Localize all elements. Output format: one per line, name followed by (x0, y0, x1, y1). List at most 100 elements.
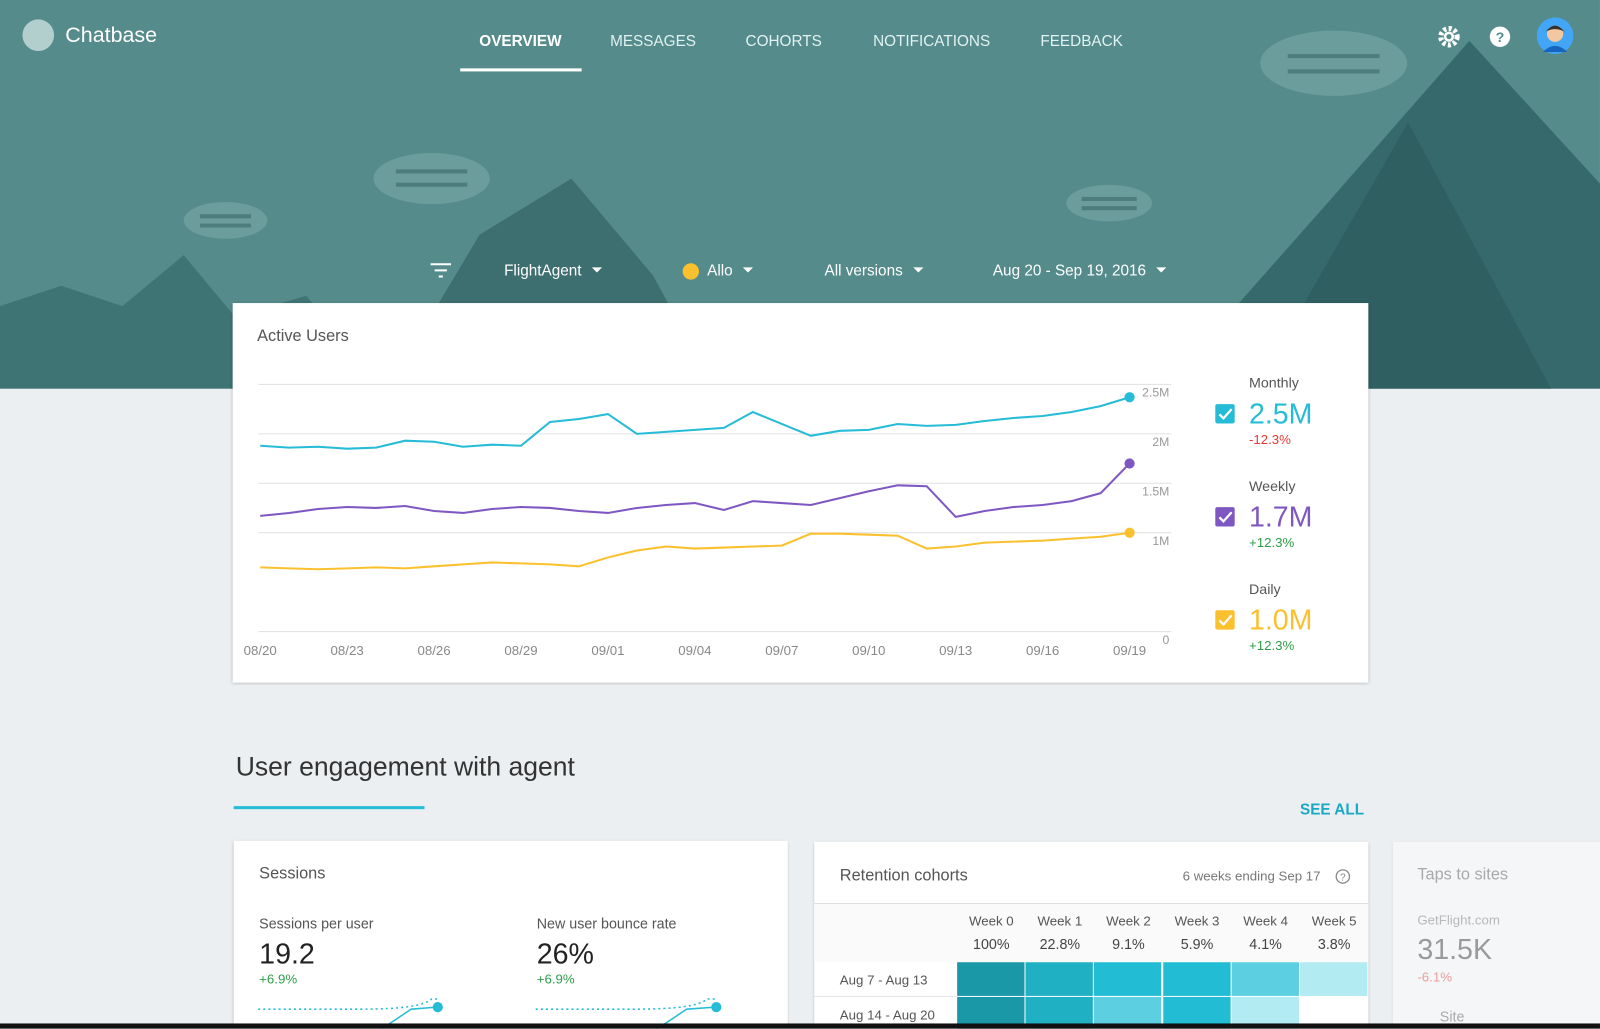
cohort-cell (957, 962, 1025, 996)
x-tick-label: 09/04 (678, 643, 711, 658)
sessions-card: Sessions Sessions per user 19.2 +6.9% New u… (233, 840, 788, 1029)
metric-label: Sessions per user (259, 915, 374, 932)
x-tick-label: 09/07 (765, 643, 798, 658)
card-title: Active Users (257, 327, 349, 345)
help-icon[interactable]: ? (1488, 24, 1512, 48)
legend-change: -12.3% (1249, 432, 1291, 447)
legend-checkbox[interactable] (1215, 404, 1235, 424)
x-tick-label: 09/13 (939, 643, 972, 658)
row-label: Aug 14 - Aug 20 (839, 1007, 935, 1023)
settings-icon[interactable] (1437, 24, 1461, 48)
cohort-cell (957, 996, 1025, 1029)
checkmark (1218, 614, 1233, 627)
taps-card: Taps to sites GetFlight.com 31.5K -6.1% … (1392, 841, 1600, 1029)
nav-item[interactable]: COHORTS (745, 32, 822, 50)
active-users-card: Active Users (232, 303, 1369, 683)
metric-change: +6.9% (536, 971, 575, 987)
legend-total: 1.0M (1249, 605, 1312, 637)
cohort-cell (1231, 962, 1299, 996)
legend-name: Weekly (1249, 479, 1296, 495)
endpoint-dot (1124, 458, 1135, 469)
see-all-link[interactable]: SEE ALL (1299, 801, 1365, 819)
nav-indicator (460, 68, 582, 72)
filter-icon[interactable] (430, 261, 452, 279)
legend-name: Daily (1249, 582, 1282, 598)
x-tick-label: 09/01 (591, 643, 624, 658)
divider (814, 903, 1369, 905)
x-tick-label: 08/26 (417, 643, 450, 658)
x-tick-label: 09/16 (1026, 643, 1059, 658)
card-title: Taps to sites (1417, 866, 1509, 884)
checkmark (1218, 511, 1233, 524)
cohort-cell (1025, 996, 1094, 1029)
svg-text:?: ? (1496, 30, 1505, 46)
metric-label: New user bounce rate (536, 915, 677, 932)
metric-value: 26% (536, 937, 594, 970)
nav-item[interactable]: FEEDBACK (1040, 32, 1123, 50)
cohort-cell (1162, 962, 1231, 996)
series-line (260, 531, 1130, 571)
column-rate: 5.9% (1180, 935, 1214, 953)
legend-checkbox[interactable] (1215, 507, 1235, 527)
y-tick-label: 2M (1152, 435, 1169, 449)
y-tick-label: 0 (1163, 633, 1170, 647)
column-week: Week 1 (1037, 913, 1083, 929)
legend-total: 1.7M (1249, 502, 1312, 534)
logo (22, 19, 55, 52)
column-week: Week 5 (1311, 913, 1357, 929)
bottom-bar (0, 1023, 1600, 1029)
x-tick-label: 09/19 (1113, 643, 1146, 658)
row-label: Aug 7 - Aug 13 (839, 972, 928, 988)
cohort-cell (1094, 962, 1162, 996)
filter-dropdown[interactable]: Aug 20 - Sep 19, 2016 (993, 262, 1167, 279)
nav-item[interactable]: OVERVIEW (479, 32, 562, 50)
section-title: User engagement with agent (235, 751, 575, 782)
column-rate: 9.1% (1112, 935, 1145, 953)
cohort-cell (1162, 996, 1231, 1029)
column-header: Site (1439, 1008, 1465, 1025)
info-icon[interactable]: ? (1335, 868, 1351, 884)
column-week: Week 4 (1243, 913, 1288, 929)
metric-change: +6.9% (259, 971, 298, 987)
legend-name: Monthly (1249, 376, 1300, 392)
cohort-cell (1299, 996, 1368, 1029)
svg-text:?: ? (1340, 873, 1346, 884)
sparklines (258, 998, 722, 1029)
x-tick-label: 08/29 (504, 643, 537, 658)
x-tick-label: 08/23 (331, 643, 364, 658)
cohort-cell (1299, 962, 1368, 996)
filter-dropdown[interactable]: All versions (824, 262, 923, 279)
column-rate: 22.8% (1039, 935, 1081, 953)
legend-total: 2.5M (1249, 398, 1312, 430)
legend-change: +12.3% (1249, 638, 1295, 653)
endpoint-dot (1124, 392, 1135, 403)
card-subtitle: 6 weeks ending Sep 17 (1182, 868, 1321, 884)
avatar[interactable] (1536, 17, 1574, 55)
x-tick-label: 08/20 (244, 643, 277, 658)
cohort-cell (1231, 996, 1299, 1029)
column-rate: 100% (973, 935, 1010, 953)
legend-checkbox[interactable] (1215, 610, 1235, 630)
retention-card: Retention cohorts 6 weeks ending Sep 17 … (814, 841, 1369, 1029)
checkmark (1218, 408, 1233, 420)
metric-value: 19.2 (259, 937, 315, 970)
nav-item[interactable]: MESSAGES (610, 32, 697, 50)
column-week: Week 3 (1174, 913, 1220, 929)
cohort-cell (1094, 996, 1162, 1029)
column-rate: 4.1% (1249, 935, 1282, 953)
allo-icon (682, 263, 699, 280)
site-name: GetFlight.com (1417, 912, 1500, 928)
legend-change: +12.3% (1249, 535, 1295, 550)
taps-value: 31.5K (1417, 933, 1493, 966)
y-tick-label: 1.5M (1142, 485, 1169, 499)
filter-dropdown[interactable]: Allo (707, 262, 753, 279)
y-tick-label: 2.5M (1142, 386, 1169, 400)
brand: Chatbase (65, 23, 158, 47)
filter-dropdown[interactable]: FlightAgent (504, 262, 602, 279)
nav-item[interactable]: NOTIFICATIONS (873, 32, 991, 50)
series-line (260, 396, 1130, 450)
cohort-cell (1025, 962, 1094, 996)
card-title: Retention cohorts (839, 867, 968, 885)
